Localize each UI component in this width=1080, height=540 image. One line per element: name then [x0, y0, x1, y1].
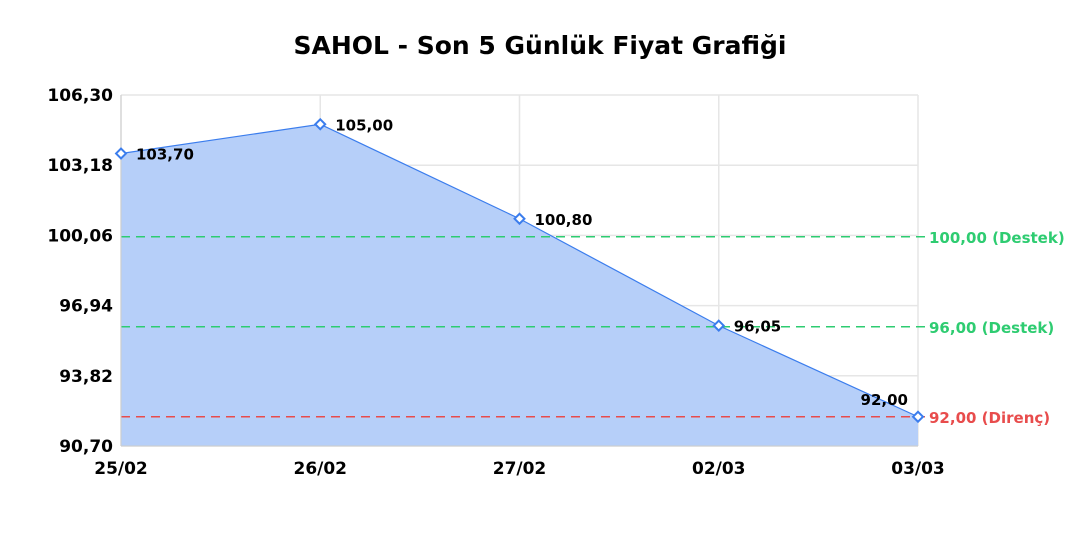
data-point-marker	[911, 410, 925, 424]
reference-label-support: 96,00 (Destek)	[929, 319, 1054, 337]
y-tick-label: 90,70	[59, 437, 113, 457]
data-point-marker	[313, 117, 327, 131]
x-tick-label: 27/02	[493, 459, 547, 479]
y-tick-label: 106,30	[47, 86, 113, 106]
y-tick-label: 103,18	[47, 156, 113, 176]
data-point-marker	[114, 147, 128, 160]
x-tick-label: 03/03	[891, 459, 945, 479]
reference-label-support: 100,00 (Destek)	[929, 229, 1065, 247]
y-tick-label: 100,06	[47, 226, 113, 246]
data-label: 103,70	[136, 146, 194, 164]
y-tick-label: 93,82	[59, 367, 113, 387]
data-points: 103,70 105,00 100,80 96,05 92,00	[114, 116, 925, 424]
data-point-marker	[513, 212, 526, 226]
data-label: 100,80	[535, 211, 593, 229]
data-label: 96,05	[734, 318, 781, 336]
data-point-marker	[712, 319, 726, 332]
chart-title: SAHOL - Son 5 Günlük Fiyat Grafiği	[293, 31, 786, 60]
x-tick-label: 26/02	[293, 459, 347, 479]
x-tick-label: 25/02	[94, 459, 148, 479]
data-label: 105,00	[335, 116, 393, 134]
data-label: 92,00	[861, 391, 908, 409]
reference-label-resistance: 92,00 (Direnç)	[929, 409, 1050, 427]
area-fill	[121, 124, 918, 446]
y-tick-label: 96,94	[59, 297, 113, 317]
axes: 90,70 93,82 96,94 100,06 103,18 106,30 25/02 26…	[47, 86, 944, 479]
x-tick-label: 02/03	[692, 459, 746, 479]
reference-lines: 100,00 (Destek) 96,00 (Destek) 92,00 (Dire…	[121, 229, 1065, 427]
